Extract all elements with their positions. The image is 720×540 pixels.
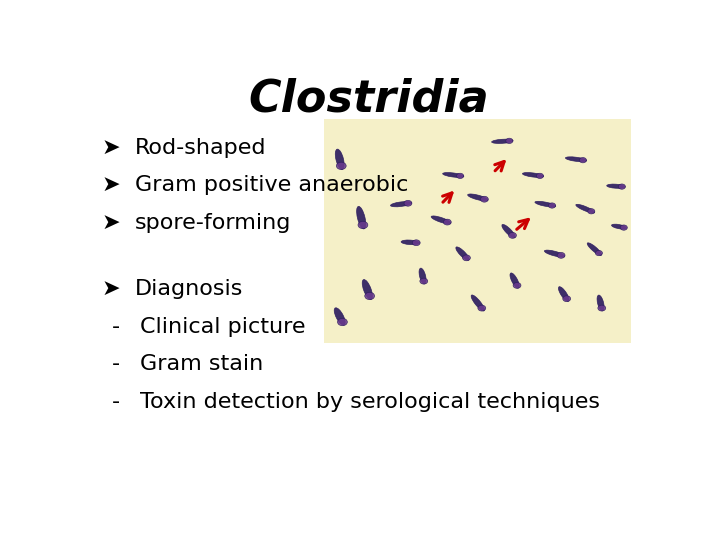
Text: spore-forming: spore-forming: [135, 213, 291, 233]
Ellipse shape: [362, 280, 372, 300]
Ellipse shape: [580, 158, 586, 163]
Text: -: -: [112, 317, 120, 337]
Ellipse shape: [620, 225, 627, 230]
Ellipse shape: [365, 292, 374, 300]
Ellipse shape: [390, 201, 412, 207]
Text: Rod-shaped: Rod-shaped: [135, 138, 266, 158]
Ellipse shape: [598, 305, 606, 311]
Text: -: -: [112, 392, 120, 411]
Ellipse shape: [611, 224, 626, 229]
Ellipse shape: [618, 184, 626, 189]
Ellipse shape: [595, 251, 603, 256]
Ellipse shape: [443, 173, 464, 178]
Ellipse shape: [478, 305, 486, 311]
Ellipse shape: [544, 250, 564, 257]
Ellipse shape: [559, 287, 569, 301]
Text: Clinical picture: Clinical picture: [140, 317, 306, 337]
Ellipse shape: [536, 173, 544, 179]
Ellipse shape: [557, 252, 565, 258]
Text: ➤: ➤: [101, 213, 120, 233]
Ellipse shape: [549, 203, 556, 208]
Ellipse shape: [513, 282, 521, 288]
Ellipse shape: [334, 308, 345, 325]
Ellipse shape: [505, 138, 513, 144]
Ellipse shape: [607, 184, 625, 188]
Text: Gram positive anaerobic: Gram positive anaerobic: [135, 176, 408, 195]
Ellipse shape: [502, 225, 515, 238]
Ellipse shape: [401, 240, 420, 245]
Ellipse shape: [471, 295, 485, 311]
Ellipse shape: [338, 319, 347, 326]
Ellipse shape: [356, 206, 366, 229]
Ellipse shape: [420, 278, 428, 284]
Ellipse shape: [508, 232, 516, 238]
Ellipse shape: [535, 201, 556, 207]
Ellipse shape: [597, 295, 604, 311]
Ellipse shape: [523, 173, 544, 178]
Ellipse shape: [576, 204, 595, 213]
Ellipse shape: [462, 255, 470, 261]
Text: Clostridia: Clostridia: [248, 77, 490, 120]
Text: Toxin detection by serological techniques: Toxin detection by serological technique…: [140, 392, 600, 411]
Ellipse shape: [456, 247, 469, 260]
Text: -: -: [112, 354, 120, 374]
Ellipse shape: [419, 268, 426, 284]
Ellipse shape: [404, 200, 412, 206]
Ellipse shape: [563, 296, 571, 302]
Text: Diagnosis: Diagnosis: [135, 279, 243, 299]
Ellipse shape: [336, 162, 346, 170]
Ellipse shape: [444, 219, 451, 225]
Ellipse shape: [510, 273, 519, 288]
Ellipse shape: [358, 221, 368, 228]
Text: ➤: ➤: [101, 138, 120, 158]
Bar: [324, 119, 631, 343]
Text: ➤: ➤: [101, 176, 120, 195]
Text: Gram stain: Gram stain: [140, 354, 264, 374]
Ellipse shape: [413, 240, 420, 246]
Ellipse shape: [456, 173, 464, 179]
Ellipse shape: [492, 139, 513, 144]
Ellipse shape: [588, 208, 595, 214]
Ellipse shape: [588, 243, 602, 255]
Ellipse shape: [565, 157, 587, 161]
Ellipse shape: [480, 197, 488, 202]
Ellipse shape: [431, 216, 451, 224]
Text: ➤: ➤: [101, 279, 120, 299]
Ellipse shape: [468, 194, 488, 201]
Ellipse shape: [336, 149, 344, 170]
